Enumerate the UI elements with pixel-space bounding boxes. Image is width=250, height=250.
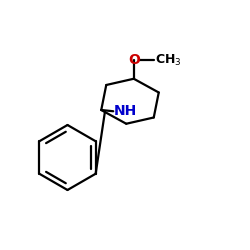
- Text: CH$_3$: CH$_3$: [155, 52, 182, 68]
- Text: NH: NH: [114, 104, 137, 118]
- Text: O: O: [128, 53, 140, 67]
